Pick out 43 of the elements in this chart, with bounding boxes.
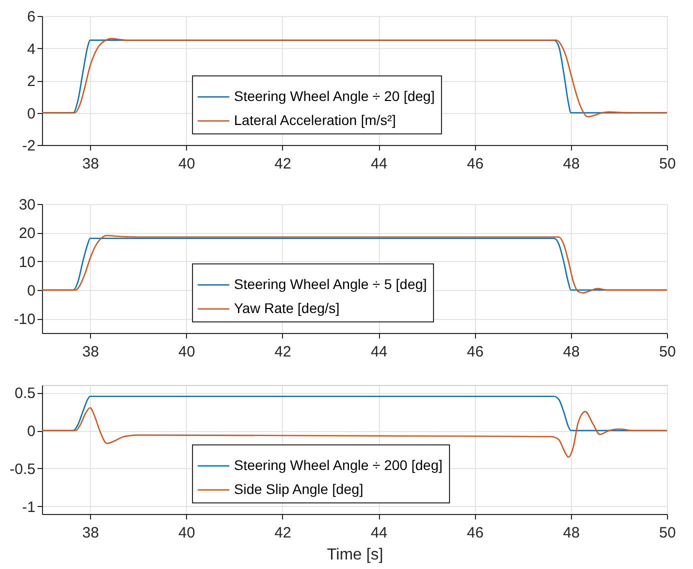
x-tick-label: 40 <box>178 344 196 360</box>
x-tick-label: 42 <box>274 524 292 542</box>
y-tick-label: 4 <box>27 40 36 58</box>
x-tick-label: 46 <box>466 524 484 542</box>
x-tick-label: 38 <box>82 524 99 542</box>
x-tick-label: 38 <box>82 344 99 360</box>
line-series <box>41 407 668 458</box>
x-tick-label: 46 <box>466 344 484 360</box>
x-tick-label: 44 <box>370 524 388 542</box>
y-tick-label: 20 <box>18 225 36 242</box>
y-tick-label: 30 <box>18 196 36 214</box>
x-tick-label: 50 <box>659 524 676 542</box>
legend-label: Steering Wheel Angle ÷ 200 [deg] <box>234 456 442 473</box>
x-tick-label: 40 <box>178 156 196 172</box>
y-tick-label: -10 <box>14 311 36 328</box>
x-tick-label: 44 <box>370 344 388 360</box>
x-tick-label: 38 <box>82 156 99 172</box>
x-axis-title: Time [s] <box>326 546 384 564</box>
legend-label: Steering Wheel Angle ÷ 5 [deg] <box>234 276 427 292</box>
y-tick-label: 0.5 <box>14 385 36 402</box>
x-tick-label: 42 <box>274 156 292 172</box>
x-tick-label: 42 <box>274 344 292 360</box>
x-tick-label: 50 <box>659 156 676 172</box>
x-tick-label: 44 <box>370 156 388 172</box>
legend-label: Side Slip Angle [deg] <box>234 480 364 497</box>
y-tick-label: -2 <box>22 138 36 154</box>
x-tick-label: 48 <box>563 524 580 542</box>
y-tick-label: 10 <box>18 254 36 271</box>
y-tick-label: -1 <box>22 498 36 516</box>
y-tick-label: -0.5 <box>10 460 36 478</box>
x-tick-label: 50 <box>659 344 676 360</box>
x-tick-label: 46 <box>466 156 484 172</box>
y-tick-label: 0 <box>27 282 36 300</box>
y-tick-label: 0 <box>27 105 36 122</box>
y-tick-label: 0 <box>27 423 36 440</box>
legend-label: Steering Wheel Angle ÷ 20 [deg] <box>234 88 435 104</box>
x-tick-label: 48 <box>563 156 580 172</box>
y-tick-label: 6 <box>27 8 36 26</box>
x-tick-label: 40 <box>178 524 196 542</box>
y-tick-label: 2 <box>27 73 36 90</box>
legend-label: Lateral Acceleration [m/s²] <box>234 112 396 128</box>
x-tick-label: 48 <box>563 344 580 360</box>
legend-label: Yaw Rate [deg/s] <box>234 300 340 316</box>
